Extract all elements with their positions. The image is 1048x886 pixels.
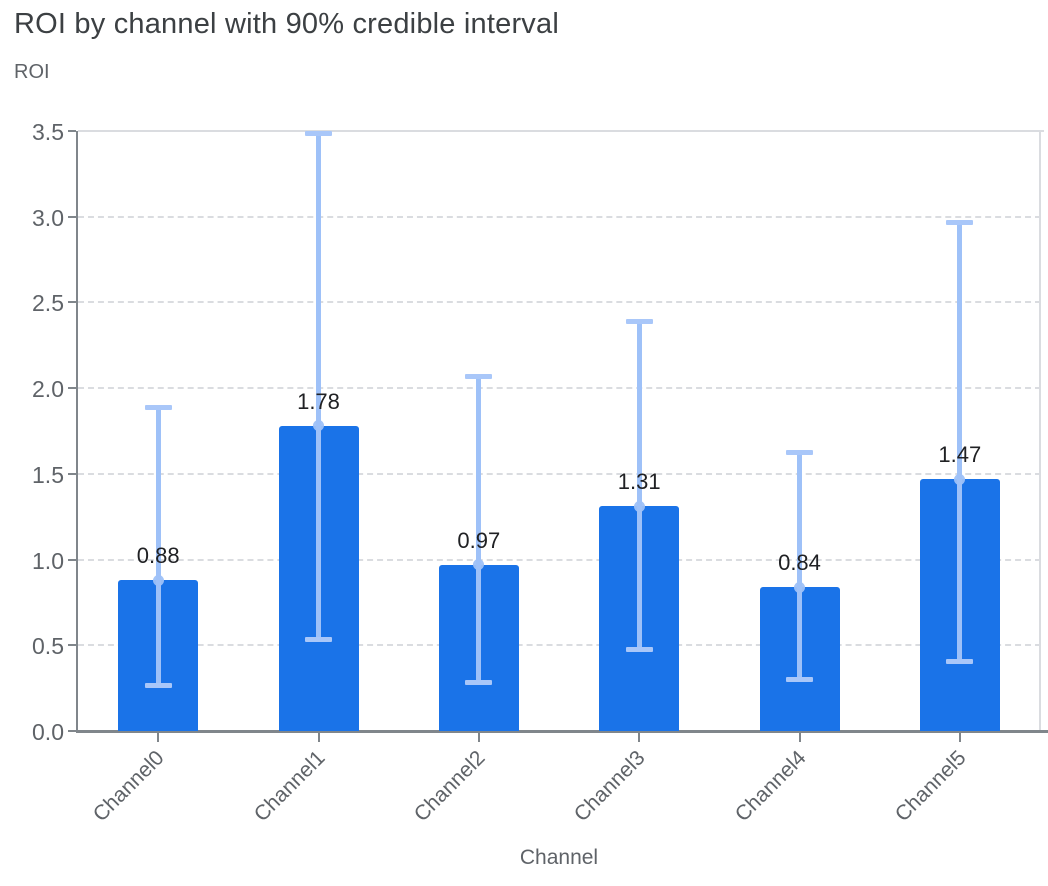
- plot-border-top: [78, 130, 1044, 132]
- error-cap-lower-channel2: [465, 680, 493, 685]
- mean-marker-channel3: [633, 500, 645, 512]
- y-tick-label-3.0: 3.0: [32, 204, 64, 231]
- y-tick-0.0: [68, 730, 76, 732]
- gridline-y-3.0: [78, 215, 1041, 218]
- y-axis-title: ROI: [14, 61, 50, 83]
- x-axis-line: [76, 730, 1048, 733]
- mean-marker-channel4: [794, 581, 805, 593]
- mean-marker-channel0: [152, 574, 164, 586]
- x-tick-channel0: [157, 733, 160, 742]
- error-cap-lower-channel3: [625, 647, 653, 653]
- y-axis-line: [76, 131, 78, 733]
- y-tick-1.5: [68, 472, 76, 475]
- bar-value-label-channel5: 1.47: [938, 442, 982, 467]
- error-cap-upper-channel4: [786, 449, 813, 455]
- bar-value-label-channel0: 0.88: [136, 543, 180, 569]
- x-tick-label-channel1: Channel1: [249, 746, 330, 827]
- y-tick-3.5: [68, 130, 76, 132]
- x-axis-title: Channel: [519, 846, 599, 869]
- error-cap-upper-channel5: [946, 219, 974, 225]
- x-tick-channel5: [958, 733, 961, 742]
- error-cap-lower-channel4: [786, 676, 813, 682]
- error-bar-channel0: [155, 407, 161, 687]
- error-bar-channel5: [957, 221, 963, 663]
- gridline-y-0.5: [78, 644, 1041, 647]
- y-tick-label-1.0: 1.0: [32, 547, 64, 574]
- error-bar-channel4: [797, 451, 802, 680]
- bar-value-label-channel3: 1.31: [617, 469, 661, 495]
- y-tick-3.0: [68, 215, 76, 218]
- bar-value-label-channel1: 1.78: [297, 388, 340, 414]
- chart-title: ROI by channel with 90% credible interva…: [14, 8, 559, 40]
- y-tick-2.0: [68, 387, 76, 390]
- error-cap-upper-channel3: [625, 319, 653, 325]
- y-tick-label-0.0: 0.0: [32, 719, 64, 745]
- x-tick-channel4: [798, 733, 801, 742]
- bar-value-label-channel2: 0.97: [457, 527, 501, 553]
- error-cap-lower-channel1: [305, 637, 332, 643]
- y-tick-label-3.5: 3.5: [32, 119, 64, 145]
- plot-border-right: [1039, 131, 1041, 731]
- mean-marker-channel2: [473, 559, 485, 571]
- x-tick-label-channel4: Channel4: [730, 746, 811, 827]
- mean-marker-channel1: [313, 420, 324, 432]
- y-tick-label-1.5: 1.5: [32, 461, 64, 488]
- x-tick-channel3: [638, 733, 641, 742]
- x-tick-channel1: [317, 733, 320, 742]
- plot-area: 0.0 0.5 1.0 1.5 2.0 2.5 3.0 3.5 0.88 Channel0 1.78…: [32, 120, 1048, 826]
- gridline-y-1.5: [78, 472, 1041, 475]
- gridline-y-2.0: [78, 387, 1041, 390]
- y-tick-label-0.5: 0.5: [32, 633, 64, 660]
- error-cap-upper-channel2: [465, 374, 493, 380]
- error-cap-upper-channel0: [144, 405, 172, 410]
- y-tick-2.5: [68, 301, 76, 304]
- gridline-y-1.0: [78, 558, 1041, 561]
- error-cap-lower-channel0: [144, 683, 172, 689]
- error-cap-upper-channel1: [305, 130, 332, 136]
- error-bar-channel1: [316, 132, 321, 641]
- error-cap-lower-channel5: [946, 659, 974, 665]
- gridline-y-2.5: [78, 301, 1041, 304]
- y-tick-label-2.5: 2.5: [32, 290, 64, 317]
- x-tick-label-channel0: Channel0: [88, 746, 169, 827]
- x-tick-label-channel3: Channel3: [569, 746, 650, 827]
- error-bar-channel2: [476, 376, 482, 683]
- y-tick-label-2.0: 2.0: [32, 376, 64, 403]
- y-tick-1.0: [68, 558, 76, 561]
- x-tick-label-channel2: Channel2: [409, 746, 490, 827]
- x-tick-channel2: [477, 733, 480, 742]
- error-bar-channel3: [636, 321, 642, 651]
- x-tick-label-channel5: Channel5: [890, 746, 971, 827]
- y-tick-0.5: [68, 644, 76, 647]
- bar-value-label-channel4: 0.84: [778, 550, 821, 575]
- mean-marker-channel5: [954, 473, 966, 485]
